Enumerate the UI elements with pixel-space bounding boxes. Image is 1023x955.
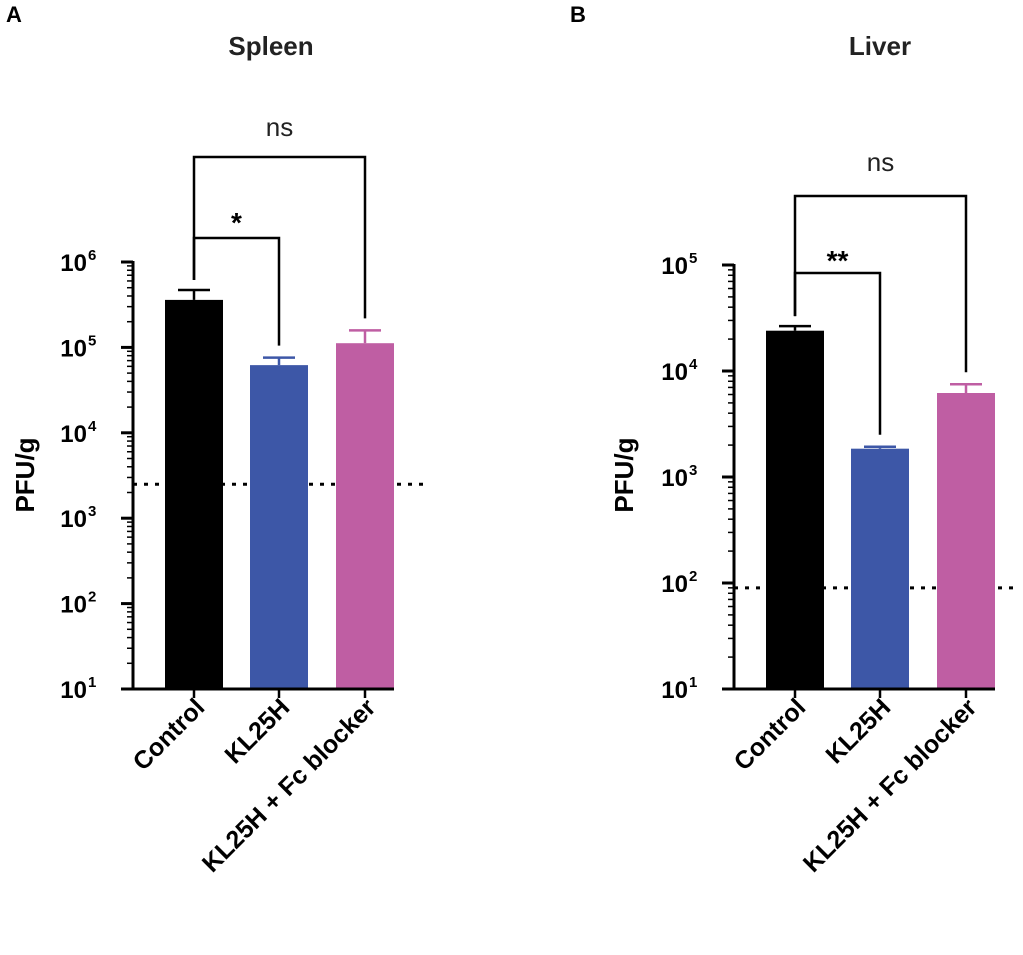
y-tick-exponent: 1 bbox=[88, 674, 96, 691]
y-tick-exponent: 5 bbox=[88, 332, 96, 349]
bar-1 bbox=[766, 330, 824, 689]
x-tick-label: Control bbox=[128, 693, 211, 776]
significance-label: ns bbox=[867, 147, 894, 177]
y-tick-label: 10 bbox=[60, 592, 87, 619]
y-tick-exponent: 2 bbox=[88, 589, 96, 606]
significance-label: * bbox=[231, 207, 242, 238]
y-tick-exponent: 4 bbox=[88, 418, 97, 435]
y-tick-exponent: 1 bbox=[689, 674, 697, 691]
x-tick-label: KL25H bbox=[820, 693, 896, 769]
y-tick-label: 10 bbox=[60, 506, 87, 533]
y-tick-exponent: 6 bbox=[88, 247, 96, 264]
chart-title: Liver bbox=[849, 31, 911, 61]
significance-label: ** bbox=[827, 245, 849, 276]
y-tick-label: 10 bbox=[661, 571, 688, 598]
y-tick-label: 10 bbox=[661, 359, 688, 386]
bar-2 bbox=[851, 448, 909, 689]
significance-bracket bbox=[793, 194, 968, 373]
y-tick-label: 10 bbox=[60, 677, 87, 704]
y-tick-label: 10 bbox=[60, 421, 87, 448]
x-tick-label: KL25H + Fc blocker bbox=[197, 693, 382, 878]
y-tick-label: 10 bbox=[661, 253, 688, 280]
y-tick-exponent: 3 bbox=[689, 462, 697, 479]
y-tick-exponent: 3 bbox=[88, 503, 96, 520]
significance-label: ns bbox=[266, 112, 293, 142]
panel-letter-a: A bbox=[6, 2, 22, 27]
y-axis-label: PFU/g bbox=[609, 437, 639, 512]
panel-letter-b: B bbox=[570, 2, 586, 27]
significance-bracket bbox=[192, 155, 367, 319]
y-tick-label: 10 bbox=[661, 677, 688, 704]
bar-1 bbox=[165, 299, 223, 689]
bar-3 bbox=[336, 343, 394, 689]
x-tick-label: KL25H + Fc blocker bbox=[798, 693, 983, 878]
bar-3 bbox=[937, 393, 995, 689]
y-tick-label: 10 bbox=[60, 250, 87, 277]
y-tick-label: 10 bbox=[60, 335, 87, 362]
x-tick-label: Control bbox=[729, 693, 812, 776]
bar-2 bbox=[250, 365, 308, 689]
x-tick-label: KL25H bbox=[219, 693, 295, 769]
y-tick-exponent: 5 bbox=[689, 250, 697, 267]
y-tick-exponent: 4 bbox=[689, 356, 698, 373]
chart-title: Spleen bbox=[228, 31, 313, 61]
y-axis-label: PFU/g bbox=[10, 437, 40, 512]
y-tick-exponent: 2 bbox=[689, 568, 697, 585]
y-tick-label: 10 bbox=[661, 465, 688, 492]
